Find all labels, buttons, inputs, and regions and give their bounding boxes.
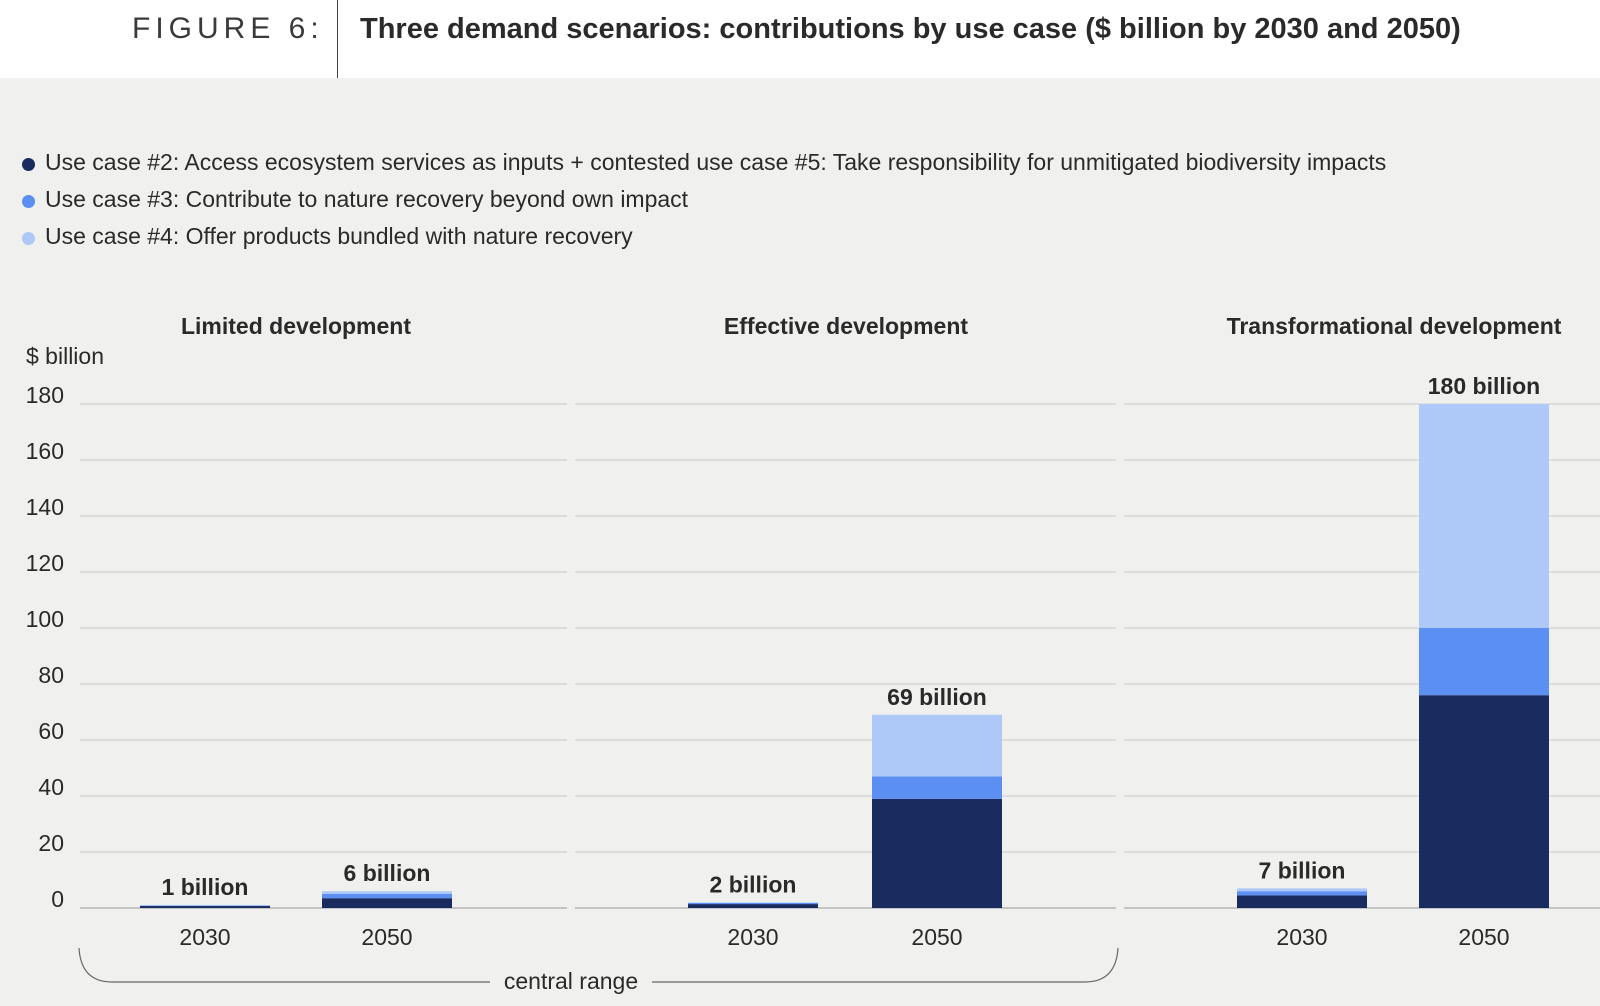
y-tick-label: 40 [38,774,64,800]
legend-label-uc3: Use case #3: Contribute to nature recove… [45,186,689,212]
y-tick-label: 140 [26,494,64,520]
legend-item-uc3: Use case #3: Contribute to nature recove… [22,181,1386,218]
x-tick-label: 2050 [911,924,962,950]
bar-data-label: 180 billion [1428,373,1540,399]
bar-segment [140,905,270,906]
bar-segment [1237,891,1367,896]
y-tick-label: 60 [38,718,64,744]
panel-title: Transformational development [1227,313,1562,339]
x-tick-label: 2030 [727,924,778,950]
legend-label-uc4: Use case #4: Offer products bundled with… [45,223,633,249]
figure-label: FIGURE 6: [132,12,324,45]
y-tick-label: 120 [26,550,64,576]
y-tick-label: 160 [26,438,64,464]
y-axis-unit-label: $ billion [26,343,104,369]
bar-segment [688,902,818,905]
figure-header: FIGURE 6: Three demand scenarios: contri… [0,0,1600,78]
x-tick-label: 2030 [1276,924,1327,950]
panel-title: Effective development [724,313,968,339]
bar-segment [322,894,452,899]
range-bracket-right [652,947,1119,983]
legend-dot-uc4 [22,231,35,245]
legend-dot-uc3 [22,194,35,208]
legend-item-uc2: Use case #2: Access ecosystem services a… [22,144,1386,181]
legend-dot-uc2 [22,157,35,171]
bar-segment [140,906,270,908]
bar-data-label: 69 billion [887,684,987,710]
x-tick-label: 2050 [1458,924,1509,950]
bar-segment [872,798,1002,908]
bar-data-label: 7 billion [1259,857,1346,883]
x-tick-label: 2050 [361,924,412,950]
bar-segment [1237,888,1367,892]
figure-title: Three demand scenarios: contributions by… [360,13,1461,45]
bar-segment [1419,404,1549,628]
range-bracket-left [78,947,490,983]
y-tick-label: 80 [38,662,64,688]
bar-data-label: 2 billion [710,871,797,897]
bar-segment [140,905,270,907]
central-range-label: central range [504,968,638,994]
bar-segment [1237,895,1367,908]
bar-segment [322,891,452,894]
bar-segment [1419,695,1549,908]
x-tick-label: 2030 [179,924,230,950]
bar-data-label: 1 billion [162,874,249,900]
y-tick-label: 20 [38,830,64,856]
y-tick-label: 100 [26,606,64,632]
bar-segment [322,898,452,908]
bar-segment [872,776,1002,799]
legend-label-uc2: Use case #2: Access ecosystem services a… [45,149,1387,175]
bar-segment [688,904,818,908]
bar-segment [872,714,1002,777]
bar-data-label: 6 billion [344,860,431,886]
y-tick-label: 0 [51,886,64,912]
legend-item-uc4: Use case #4: Offer products bundled with… [22,218,1386,255]
panel-title: Limited development [181,313,411,339]
bar-segment [1419,628,1549,696]
y-tick-label: 180 [26,382,64,408]
bar-segment [688,902,818,903]
header-divider [337,0,338,78]
legend: Use case #2: Access ecosystem services a… [22,144,1386,255]
